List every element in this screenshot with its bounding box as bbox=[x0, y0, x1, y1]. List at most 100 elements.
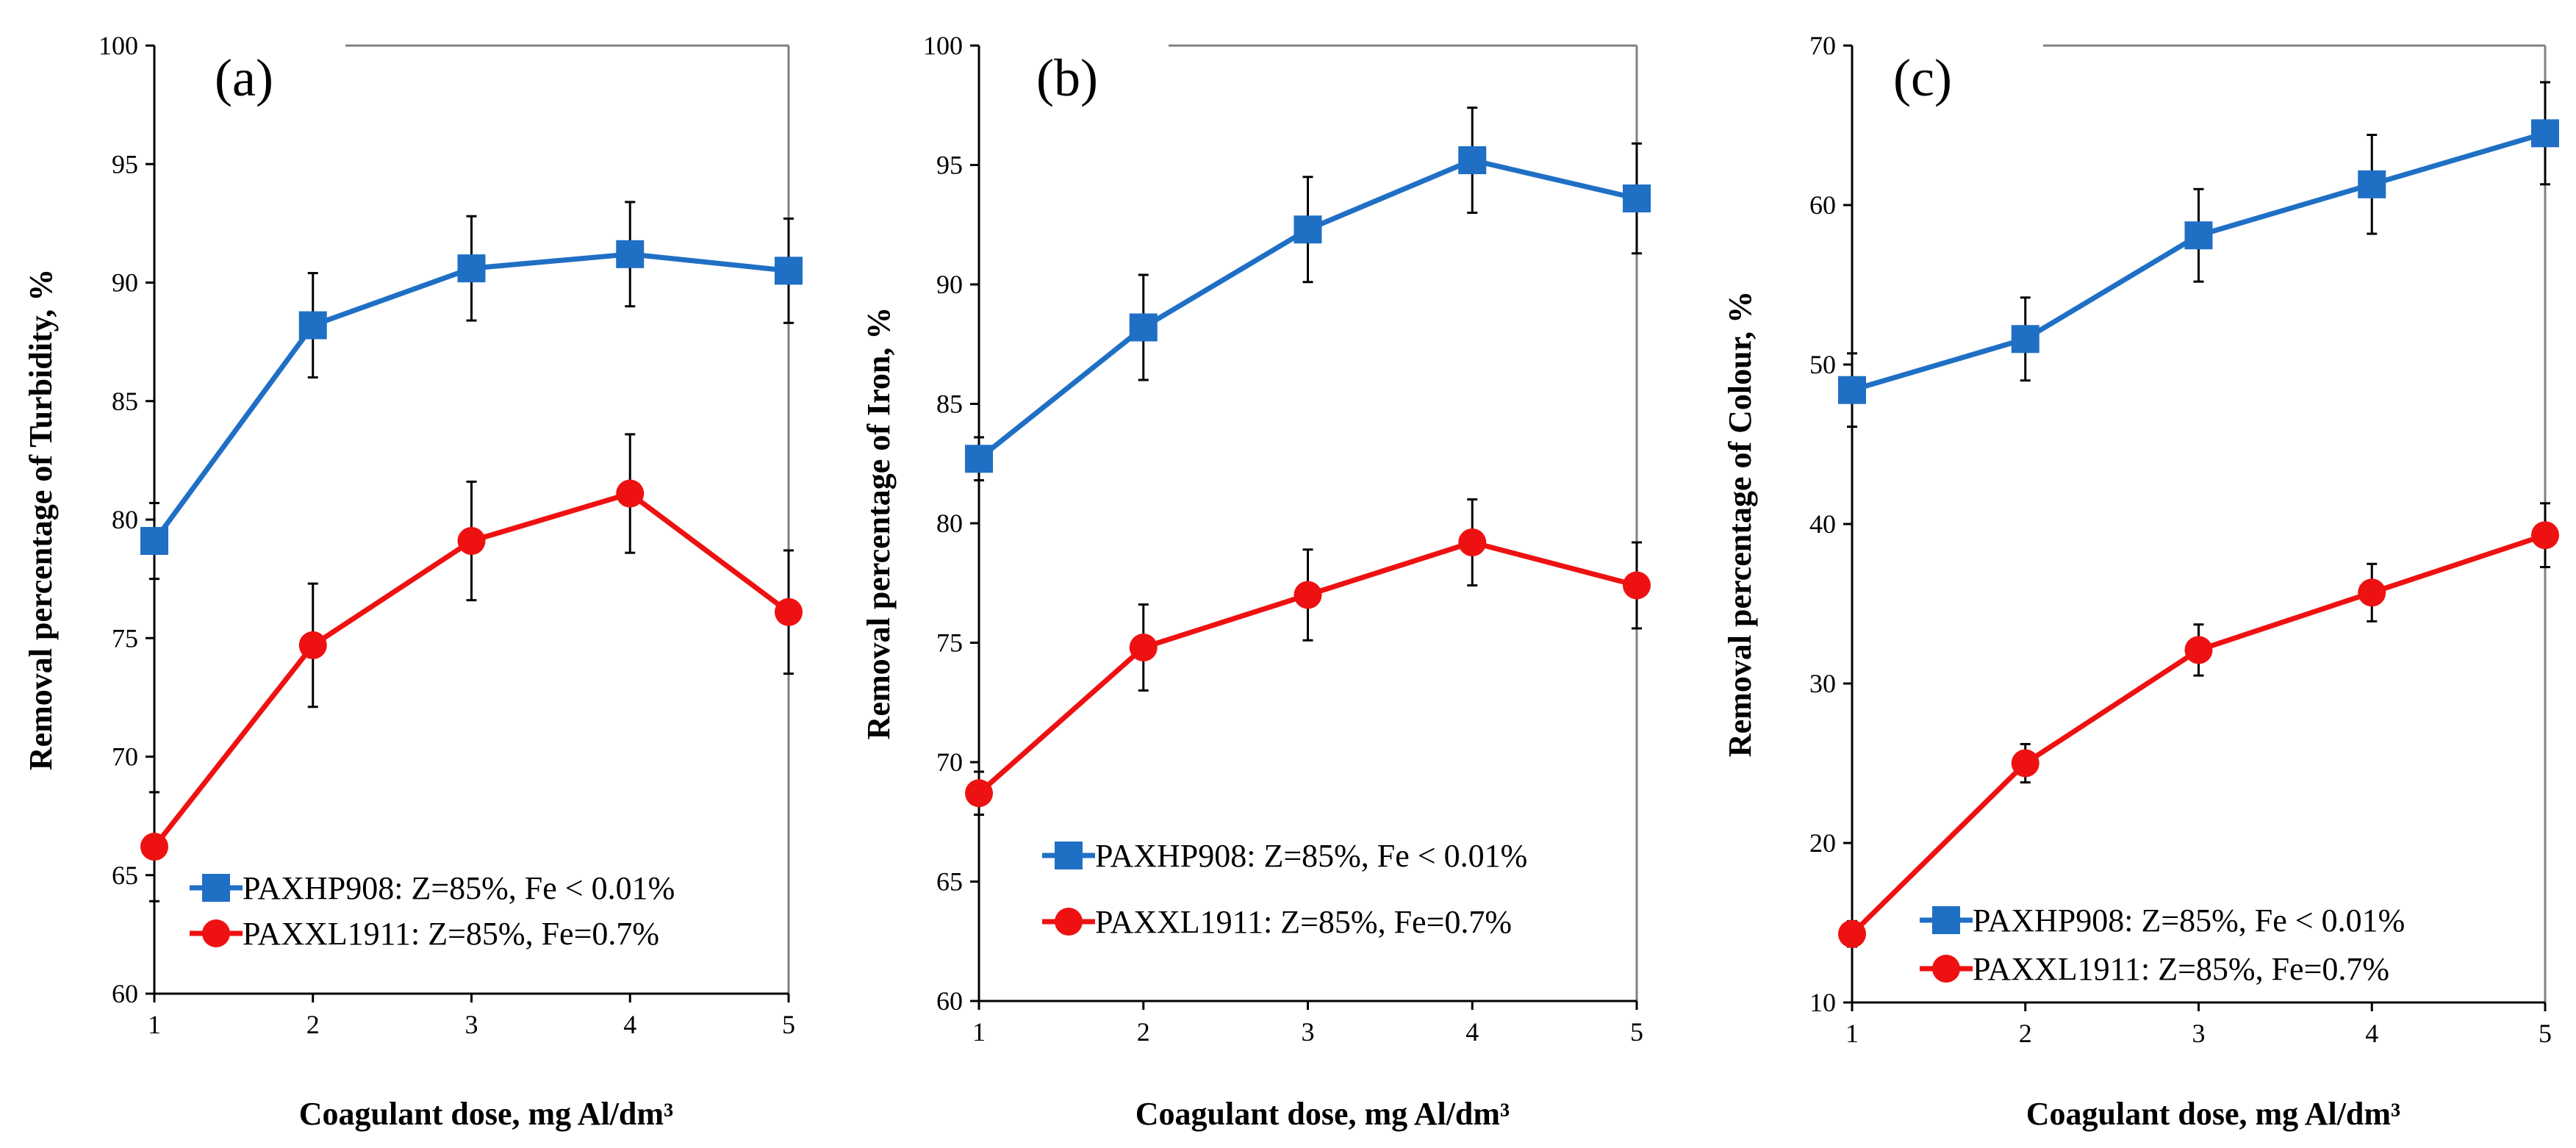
data-point-circle bbox=[2184, 636, 2213, 664]
y-tick-label: 60 bbox=[1809, 190, 1836, 220]
data-point-square bbox=[298, 311, 327, 340]
y-tick-label: 90 bbox=[112, 268, 138, 298]
data-point-square bbox=[616, 240, 645, 268]
x-tick-label: 5 bbox=[1630, 1017, 1643, 1047]
data-point-circle bbox=[775, 598, 803, 626]
y-axis-title: Removal percentage of Colour, % bbox=[1722, 291, 1758, 757]
series-paxhp908 bbox=[140, 201, 803, 581]
y-tick-label: 75 bbox=[112, 623, 138, 653]
panel-label: (b) bbox=[1036, 49, 1098, 107]
chart-panel-a: 60 65 70 75 80 85 90 95 100 1 2 3 4 5 Coagulant dose, … bbox=[23, 31, 803, 1132]
y-tick-label: 70 bbox=[112, 742, 138, 772]
data-point-circle bbox=[2531, 521, 2559, 550]
legend-label: PAXXL1911: Z=85%, Fe=0.7% bbox=[1095, 904, 1512, 940]
chart-panel-b: 60 65 70 75 80 85 90 95 100 1 2 3 4 5 Coagulant dose, … bbox=[861, 31, 1651, 1132]
legend-entry: PAXHP908: Z=85%, Fe < 0.01% bbox=[190, 870, 675, 906]
x-tick-label: 4 bbox=[1465, 1017, 1479, 1047]
legend-label: PAXHP908: Z=85%, Fe < 0.01% bbox=[1973, 903, 2405, 939]
data-point-circle bbox=[1129, 634, 1158, 661]
legend-label: PAXHP908: Z=85%, Fe < 0.01% bbox=[1095, 838, 1527, 874]
x-axis-title: Coagulant dose, mg Al/dm³ bbox=[2026, 1096, 2400, 1132]
y-tick-label: 95 bbox=[112, 149, 138, 179]
x-axis-title: Coagulant dose, mg Al/dm³ bbox=[1135, 1096, 1510, 1132]
y-tick-label: 70 bbox=[936, 747, 963, 777]
data-point-square bbox=[1458, 146, 1487, 174]
data-point-square bbox=[2184, 221, 2213, 250]
y-tick-label: 90 bbox=[936, 270, 963, 299]
data-point-circle bbox=[140, 833, 168, 861]
data-point-circle bbox=[1623, 571, 1651, 600]
legend-marker-square bbox=[202, 874, 230, 902]
legend-entry: PAXXL1911: Z=85%, Fe=0.7% bbox=[1920, 951, 2389, 987]
legend-label: PAXXL1911: Z=85%, Fe=0.7% bbox=[1973, 951, 2389, 987]
data-point-square bbox=[965, 445, 993, 473]
y-axis-title: Removal percentage of Turbidity, % bbox=[23, 269, 59, 770]
data-point-square bbox=[140, 527, 168, 556]
data-point-circle bbox=[1838, 919, 1866, 948]
data-point-circle bbox=[457, 527, 486, 556]
x-tick-label: 5 bbox=[2539, 1019, 2552, 1048]
x-tick-label: 1 bbox=[1845, 1019, 1859, 1048]
x-tick-label: 3 bbox=[465, 1010, 478, 1039]
y-tick-label: 70 bbox=[1809, 31, 1836, 60]
series-paxhp908 bbox=[1838, 81, 2559, 428]
series-paxxl1911 bbox=[965, 498, 1651, 816]
legend-marker-circle bbox=[1055, 908, 1083, 936]
x-tick-label: 2 bbox=[1137, 1017, 1150, 1047]
y-tick-label: 40 bbox=[1809, 509, 1836, 539]
data-point-circle bbox=[965, 779, 993, 808]
legend-entry: PAXHP908: Z=85%, Fe < 0.01% bbox=[1920, 903, 2405, 939]
x-tick-label: 3 bbox=[1302, 1017, 1315, 1047]
series-paxxl1911 bbox=[140, 433, 803, 903]
data-point-square bbox=[1623, 184, 1651, 212]
legend-marker-square bbox=[1932, 906, 1960, 934]
y-axis-title: Removal percentage of Iron, % bbox=[861, 307, 897, 740]
x-tick-label: 3 bbox=[2192, 1019, 2206, 1048]
data-point-square bbox=[1129, 313, 1158, 342]
y-tick-label: 80 bbox=[112, 505, 138, 534]
y-tick-label: 60 bbox=[112, 979, 138, 1008]
data-point-square bbox=[457, 254, 486, 283]
x-axis-title: Coagulant dose, mg Al/dm³ bbox=[299, 1096, 673, 1132]
legend-entry: PAXXL1911: Z=85%, Fe=0.7% bbox=[1042, 904, 1512, 940]
y-tick-label: 65 bbox=[112, 861, 138, 890]
x-tick-label: 1 bbox=[972, 1017, 986, 1047]
data-point-square bbox=[2358, 170, 2386, 198]
y-tick-label: 10 bbox=[1809, 988, 1836, 1017]
legend-marker-circle bbox=[1932, 955, 1960, 983]
series-line bbox=[1850, 532, 2547, 936]
data-point-circle bbox=[2358, 578, 2386, 607]
y-tick-label: 65 bbox=[936, 867, 963, 897]
x-tick-label: 2 bbox=[2019, 1019, 2032, 1048]
series-paxxl1911 bbox=[1838, 502, 2559, 948]
x-tick-label: 4 bbox=[623, 1010, 636, 1039]
data-point-circle bbox=[1294, 581, 1322, 609]
data-point-square bbox=[2531, 119, 2559, 148]
x-tick-label: 2 bbox=[306, 1010, 320, 1039]
x-tick-label: 5 bbox=[782, 1010, 795, 1039]
y-tick-label: 30 bbox=[1809, 669, 1836, 698]
y-tick-label: 60 bbox=[936, 986, 963, 1016]
legend-marker-circle bbox=[202, 919, 230, 947]
data-point-square bbox=[2011, 325, 2039, 354]
panel-label: (c) bbox=[1893, 49, 1952, 107]
y-tick-label: 80 bbox=[936, 509, 963, 538]
y-tick-label: 20 bbox=[1809, 828, 1836, 858]
y-tick-label: 100 bbox=[923, 31, 963, 60]
legend-entry: PAXXL1911: Z=85%, Fe=0.7% bbox=[190, 916, 659, 952]
panel-label: (a) bbox=[215, 49, 273, 107]
y-tick-label: 85 bbox=[112, 387, 138, 416]
y-tick-label: 100 bbox=[98, 31, 138, 60]
chart-panel-c: 10 20 30 40 50 60 70 1 2 3 4 5 Coagulant dose, mg Al… bbox=[1722, 31, 2559, 1132]
data-point-circle bbox=[298, 631, 327, 659]
legend-entry: PAXHP908: Z=85%, Fe < 0.01% bbox=[1042, 838, 1527, 874]
series-paxhp908 bbox=[965, 107, 1651, 481]
data-point-square bbox=[775, 256, 803, 285]
data-point-circle bbox=[2011, 749, 2039, 778]
data-point-circle bbox=[616, 479, 645, 508]
data-point-square bbox=[1294, 215, 1322, 244]
data-point-circle bbox=[1458, 528, 1487, 556]
x-tick-label: 4 bbox=[2365, 1019, 2378, 1048]
x-tick-label: 1 bbox=[148, 1010, 161, 1039]
